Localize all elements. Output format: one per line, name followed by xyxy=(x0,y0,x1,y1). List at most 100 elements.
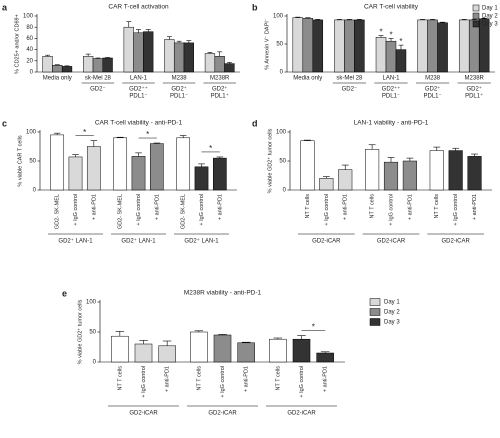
bar xyxy=(113,137,128,191)
bar xyxy=(134,343,153,363)
error-bar xyxy=(162,340,172,346)
bar xyxy=(183,42,194,73)
error-bar xyxy=(241,341,251,343)
x-tick-label: NT T cells xyxy=(275,366,281,391)
x-tick-label: NT T cells xyxy=(434,194,440,219)
x-tick-label: + anti-PD1 xyxy=(91,194,97,220)
chart-title: CAR T-cell activation xyxy=(108,4,169,11)
x-tick-label: + anti-PD1 xyxy=(407,194,413,220)
x-tick-label: + IgG control xyxy=(453,194,459,226)
bar xyxy=(52,65,63,73)
x-sublabel: PDL1⁺ xyxy=(465,93,483,100)
panel-letter: e xyxy=(62,288,67,298)
chart-title: LAN-1 viability - anti-PD-1 xyxy=(354,120,429,127)
bar xyxy=(354,19,365,73)
significance: * xyxy=(209,144,212,153)
legend-label: Day 2 xyxy=(482,14,498,20)
x-sublabel: PDL1⁻ xyxy=(424,94,442,100)
error-bar xyxy=(105,57,111,58)
error-bar xyxy=(346,19,352,20)
x-tick-label: GD2- SK-MEL xyxy=(181,194,187,229)
bar xyxy=(194,166,209,191)
group-label: GD2-iCAR xyxy=(377,239,406,245)
bar xyxy=(334,19,345,73)
bar xyxy=(458,19,470,73)
error-bar xyxy=(126,21,132,28)
x-tick-label: + anti-PD1 xyxy=(343,194,349,220)
bar xyxy=(402,160,417,191)
legend-swatch xyxy=(472,4,480,12)
error-bar xyxy=(135,152,142,157)
x-sublabel: GD2⁺ xyxy=(425,86,441,93)
bar xyxy=(292,338,311,363)
x-sublabel: PDL1⁻ xyxy=(382,94,400,100)
error-bar xyxy=(153,142,161,144)
bar xyxy=(395,49,407,73)
x-tick-label: LAN-1 xyxy=(130,76,148,82)
chart-title: CAR T-cell viability xyxy=(364,4,419,11)
significance: * xyxy=(312,323,315,332)
error-bar xyxy=(186,40,192,43)
bar xyxy=(448,150,463,191)
x-tick-label: sk-Mel 28 xyxy=(336,76,363,82)
error-bar xyxy=(136,29,141,33)
y-tick-label: 20 xyxy=(26,58,33,64)
x-tick-label: + anti-PD1 xyxy=(244,366,250,392)
error-bar xyxy=(341,164,349,170)
x-tick-label: LAN-1 xyxy=(382,76,400,82)
bar xyxy=(176,137,191,191)
error-bar xyxy=(304,139,311,141)
error-bar xyxy=(218,334,227,335)
bar xyxy=(383,161,399,191)
x-tick-label: M238R xyxy=(465,76,485,82)
x-tick-label: + IgG control xyxy=(73,194,79,226)
chart-title: M238R viability - anti-PD-1 xyxy=(184,290,262,297)
bar xyxy=(131,156,146,191)
error-bar xyxy=(179,135,187,138)
error-bar xyxy=(461,19,467,20)
bar xyxy=(164,39,175,73)
bar xyxy=(302,17,314,73)
x-tick-label: + IgG control xyxy=(299,366,305,398)
x-tick-label: NT T cells xyxy=(117,366,123,391)
bar xyxy=(61,66,73,73)
x-tick-label: + IgG control xyxy=(324,194,330,226)
legend-label: Day 3 xyxy=(384,320,400,326)
bar xyxy=(319,178,334,191)
error-bar xyxy=(320,351,330,353)
panel-letter: d xyxy=(252,118,258,128)
group-label: GD2-iCAR xyxy=(287,411,316,417)
x-sublabel: PDL1⁻ xyxy=(129,94,147,100)
error-bar xyxy=(207,52,213,54)
error-bar xyxy=(53,132,61,135)
x-tick-label: Media only xyxy=(43,76,72,82)
x-tick-label: + IgG control xyxy=(136,194,142,226)
error-bar xyxy=(368,144,376,150)
error-bar xyxy=(420,19,426,20)
error-bar xyxy=(72,154,79,157)
x-tick-label: + IgG control xyxy=(220,366,226,398)
significance: * xyxy=(146,130,149,139)
error-bar xyxy=(388,38,394,42)
legend-label: Day 1 xyxy=(384,300,400,306)
legend-swatch xyxy=(369,318,381,326)
y-axis-label: % viable GD2⁺ tumor cells xyxy=(76,299,83,364)
error-bar xyxy=(471,153,478,157)
bar xyxy=(86,146,101,191)
error-bar xyxy=(90,140,98,147)
x-sublabel: PDL1⁺ xyxy=(211,93,229,100)
legend-swatch xyxy=(472,20,480,28)
significance: * xyxy=(399,37,402,46)
y-tick-label: 0 xyxy=(280,70,284,76)
x-tick-label: sk-Mel 28 xyxy=(85,76,112,82)
bar xyxy=(269,338,287,363)
error-bar xyxy=(115,331,125,337)
error-bar xyxy=(145,29,151,32)
panel-letter: b xyxy=(252,2,258,12)
bar xyxy=(83,56,94,73)
x-tick-label: NT T cells xyxy=(305,194,311,219)
error-bar xyxy=(356,19,362,20)
y-tick-label: 100 xyxy=(276,130,287,136)
y-tick-label: 100 xyxy=(86,300,97,306)
bar xyxy=(300,140,315,191)
